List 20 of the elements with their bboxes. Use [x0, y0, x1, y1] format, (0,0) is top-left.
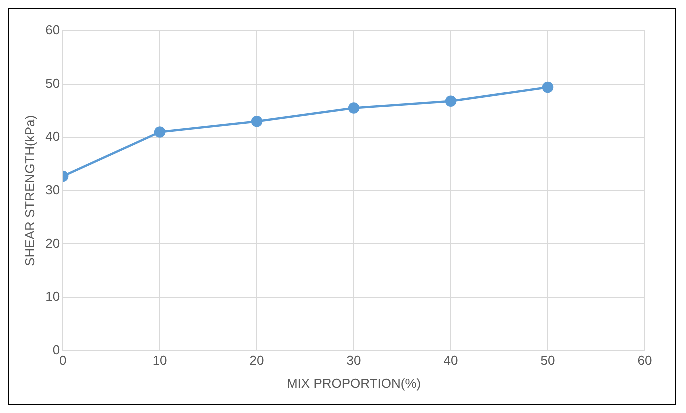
point — [154, 126, 166, 138]
x-tick-label: 10 — [152, 353, 168, 368]
x-tick-label: 30 — [346, 353, 362, 368]
y-tick-label: 20 — [46, 236, 60, 251]
y-tick-label: 40 — [46, 129, 60, 144]
point — [251, 116, 263, 128]
y-axis-title: SHEAR STRENGTH(kPa) — [22, 115, 38, 266]
y-tick-label: 10 — [46, 289, 60, 304]
x-tick-label: 60 — [638, 353, 652, 368]
x-tick-label: 20 — [250, 353, 264, 368]
point — [348, 102, 360, 114]
y-tick-label: 0 — [52, 342, 60, 358]
y-tick-label: 50 — [46, 76, 60, 91]
y-tick-label: 60 — [46, 22, 60, 38]
x-tick-label: 50 — [540, 353, 556, 368]
x-axis-title: MIX PROPORTION(%) — [286, 376, 422, 391]
y-tick-label: 30 — [46, 182, 60, 198]
x-tick-label: 40 — [444, 353, 458, 368]
point — [445, 96, 457, 107]
point — [542, 82, 554, 94]
